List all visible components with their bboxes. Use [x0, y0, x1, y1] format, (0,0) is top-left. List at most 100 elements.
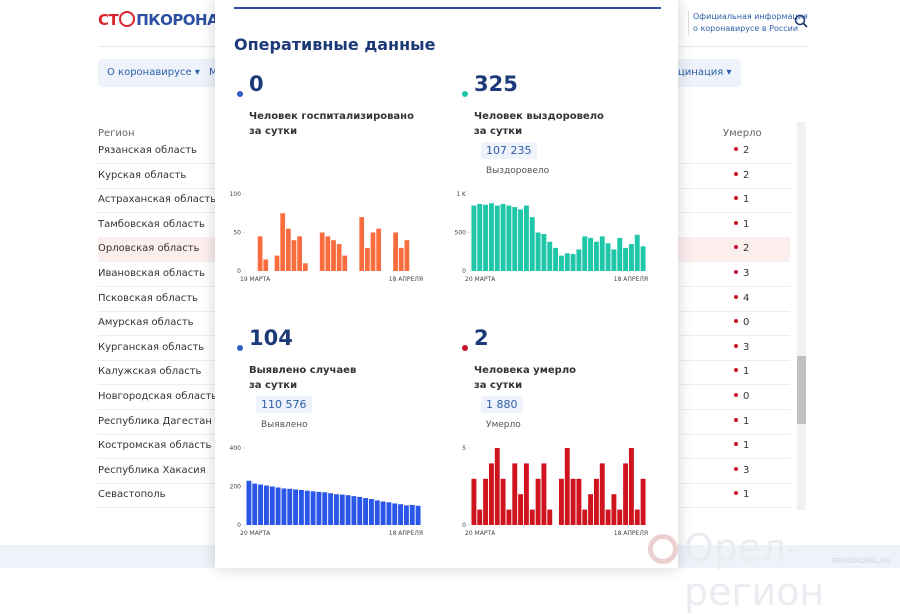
bar [336, 244, 342, 271]
bar [263, 485, 269, 525]
x-tick-label: 19 МАРТА [240, 276, 271, 283]
bar [351, 496, 357, 525]
bar [339, 494, 345, 525]
bar [529, 217, 535, 271]
bar [529, 509, 535, 525]
deaths-value: 1 [734, 434, 749, 458]
scroll-thumb[interactable] [797, 356, 806, 424]
bar [564, 448, 570, 525]
region-name: Ивановская область [98, 268, 205, 279]
deaths-value: 3 [734, 262, 749, 286]
stat-value: 0 [249, 72, 264, 96]
stat-value: 104 [249, 326, 293, 350]
bar [500, 478, 506, 525]
y-tick-label: 500 [455, 230, 467, 237]
x-tick-label: 20 МАРТА [465, 530, 496, 537]
stat-label: Выявлено случаев за сутки [249, 363, 356, 393]
bar [576, 478, 582, 525]
search-icon[interactable] [794, 14, 808, 28]
stat-label-line: Человек госпитализировано [249, 111, 414, 122]
bar [541, 463, 547, 525]
bar [263, 259, 269, 271]
bar [285, 228, 291, 271]
stat-panel: 104 Выявлено случаев за сутки 110 576 Выявле… [230, 326, 454, 576]
stat-value: 325 [474, 72, 518, 96]
bar [287, 488, 293, 525]
bar [605, 243, 611, 271]
stat-total: 110 576 [256, 396, 312, 413]
y-tick-label: 5 [462, 445, 466, 452]
bar [541, 234, 547, 271]
table-header: Умерло [723, 128, 762, 139]
stat-label-line: за сутки [249, 126, 298, 137]
logo-left: СТ [98, 11, 119, 29]
y-tick-label: 200 [230, 484, 242, 491]
bar-chart: 0 5 20 МАРТА 18 АПРЕЛЯ [462, 445, 648, 537]
scrollbar[interactable] [797, 122, 806, 510]
stat-dot [462, 345, 468, 351]
bar [298, 489, 304, 525]
bar [297, 236, 302, 271]
bar [506, 509, 512, 525]
stat-label: Человек госпитализировано за сутки [249, 109, 414, 139]
bar [374, 500, 380, 525]
bar [617, 237, 623, 271]
bar [380, 501, 386, 525]
x-tick-label: 20 МАРТА [240, 530, 271, 537]
bar [280, 213, 286, 271]
nav-button[interactable]: цинация ▾ [668, 59, 741, 87]
deaths-value: 0 [734, 311, 749, 335]
bar [331, 240, 336, 271]
bar [363, 498, 369, 525]
stat-dot [462, 91, 468, 97]
deaths-value: 1 [734, 483, 749, 507]
bar [582, 236, 588, 271]
bar [246, 480, 252, 525]
stat-label-line: за сутки [474, 126, 523, 137]
region-name: Республика Хакасия [98, 464, 206, 476]
stat-total: 1 880 [481, 396, 523, 413]
bar [628, 448, 634, 525]
bar [564, 253, 570, 271]
bar [523, 205, 529, 271]
x-tick-label: 18 АПРЕЛЯ [389, 530, 423, 537]
bar [275, 487, 281, 525]
stat-label-line: Человека умерло [474, 365, 577, 376]
bar [269, 486, 275, 525]
stat-label-line: за сутки [249, 380, 298, 391]
bar [322, 492, 328, 525]
nav-button[interactable]: О коронавирусе ▾ [98, 59, 209, 87]
deaths-value: 0 [734, 385, 749, 409]
bar [611, 494, 617, 525]
bar [415, 505, 421, 525]
bar [494, 205, 500, 271]
bar [342, 255, 348, 271]
bar [304, 490, 310, 525]
bar [258, 484, 264, 525]
bar [640, 478, 646, 525]
bar [376, 228, 382, 271]
bar [535, 232, 541, 271]
x-tick-label: 18 АПРЕЛЯ [389, 276, 423, 283]
bar [599, 463, 605, 525]
bar [293, 489, 299, 525]
bar [370, 232, 376, 271]
region-name: Калужская область [98, 366, 202, 378]
bar [623, 463, 629, 525]
stat-value: 2 [474, 326, 489, 350]
stat-total-label: Выздоровело [486, 166, 550, 176]
nav-text: О коронавирусе [107, 67, 192, 78]
bar [518, 494, 524, 525]
region-name: Амурская область [98, 317, 194, 329]
x-tick-label: 18 АПРЕЛЯ [614, 530, 648, 537]
modal-top-line [234, 7, 661, 9]
region-name: Тамбовская область [98, 218, 205, 230]
bar [558, 255, 564, 271]
bar [634, 509, 640, 525]
stat-label-line: Человек выздоровело [474, 111, 604, 122]
bar [605, 509, 611, 525]
watermark-url: REGIONOREL.RU [832, 557, 891, 565]
deaths-value: 1 [734, 410, 749, 434]
y-tick-label: 100 [230, 191, 242, 198]
deaths-value: 3 [734, 459, 749, 483]
